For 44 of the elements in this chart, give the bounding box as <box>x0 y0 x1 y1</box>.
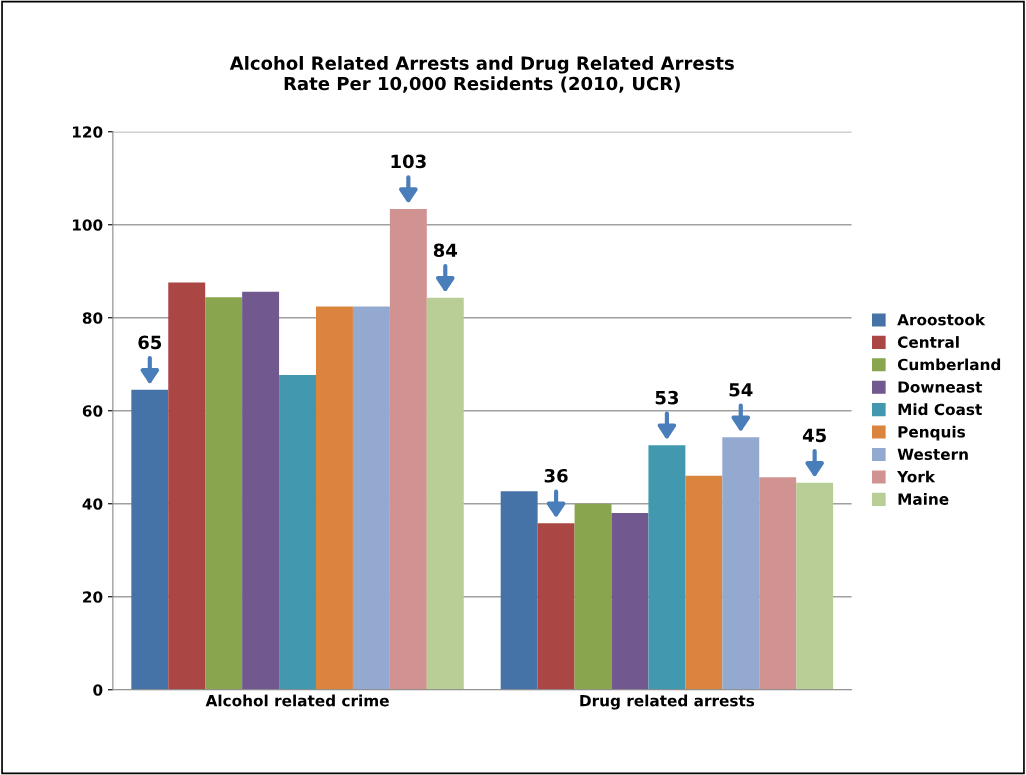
bar <box>242 291 280 690</box>
bar <box>316 306 353 690</box>
bar <box>500 491 538 690</box>
legend-label: Central <box>897 336 959 348</box>
y-tick-label: 20 <box>83 591 103 603</box>
x-tick-label: Alcohol related crime <box>205 694 389 707</box>
bar <box>426 297 464 690</box>
y-tick-label: 60 <box>82 405 103 417</box>
legend-label: York <box>897 470 936 483</box>
bar <box>352 306 390 690</box>
y-tick-label: 100 <box>72 219 103 231</box>
data-label: 54 <box>729 383 753 397</box>
bar <box>168 282 206 690</box>
chart-title: Alcohol Related Arrests and Drug Related Arrests Rate Per 10,000 Residents (2010, UCR) <box>229 56 734 93</box>
legend-label: Maine <box>898 493 949 505</box>
data-label: 84 <box>433 243 458 258</box>
bar <box>796 482 834 690</box>
data-label: 65 <box>138 335 162 350</box>
data-label: 53 <box>655 390 679 405</box>
legend-label: Cumberland <box>897 358 1001 371</box>
bar <box>205 297 243 690</box>
y-tick-label: 0 <box>93 684 103 696</box>
bar <box>648 445 686 690</box>
bar <box>722 437 760 690</box>
bar <box>611 513 649 690</box>
bar <box>389 208 427 690</box>
bar <box>574 503 612 690</box>
bar <box>685 475 723 690</box>
data-label: 103 <box>391 154 426 169</box>
bar <box>279 374 317 690</box>
bar <box>537 523 575 690</box>
x-tick-label: Drug related arrests <box>580 694 755 710</box>
y-tick-label: 40 <box>82 498 103 510</box>
legend-label: Western <box>897 448 968 461</box>
y-tick-label: 80 <box>82 312 103 324</box>
bar <box>131 389 169 690</box>
y-tick-label: 120 <box>72 126 103 138</box>
legend-label: Penquis <box>898 425 966 441</box>
bar <box>759 477 797 690</box>
legend-label: Downeast <box>898 381 983 393</box>
data-label: 45 <box>802 428 826 443</box>
legend-label: Mid Coast <box>898 403 982 416</box>
data-label: 36 <box>544 468 568 483</box>
legend-label: Aroostook <box>897 313 986 326</box>
